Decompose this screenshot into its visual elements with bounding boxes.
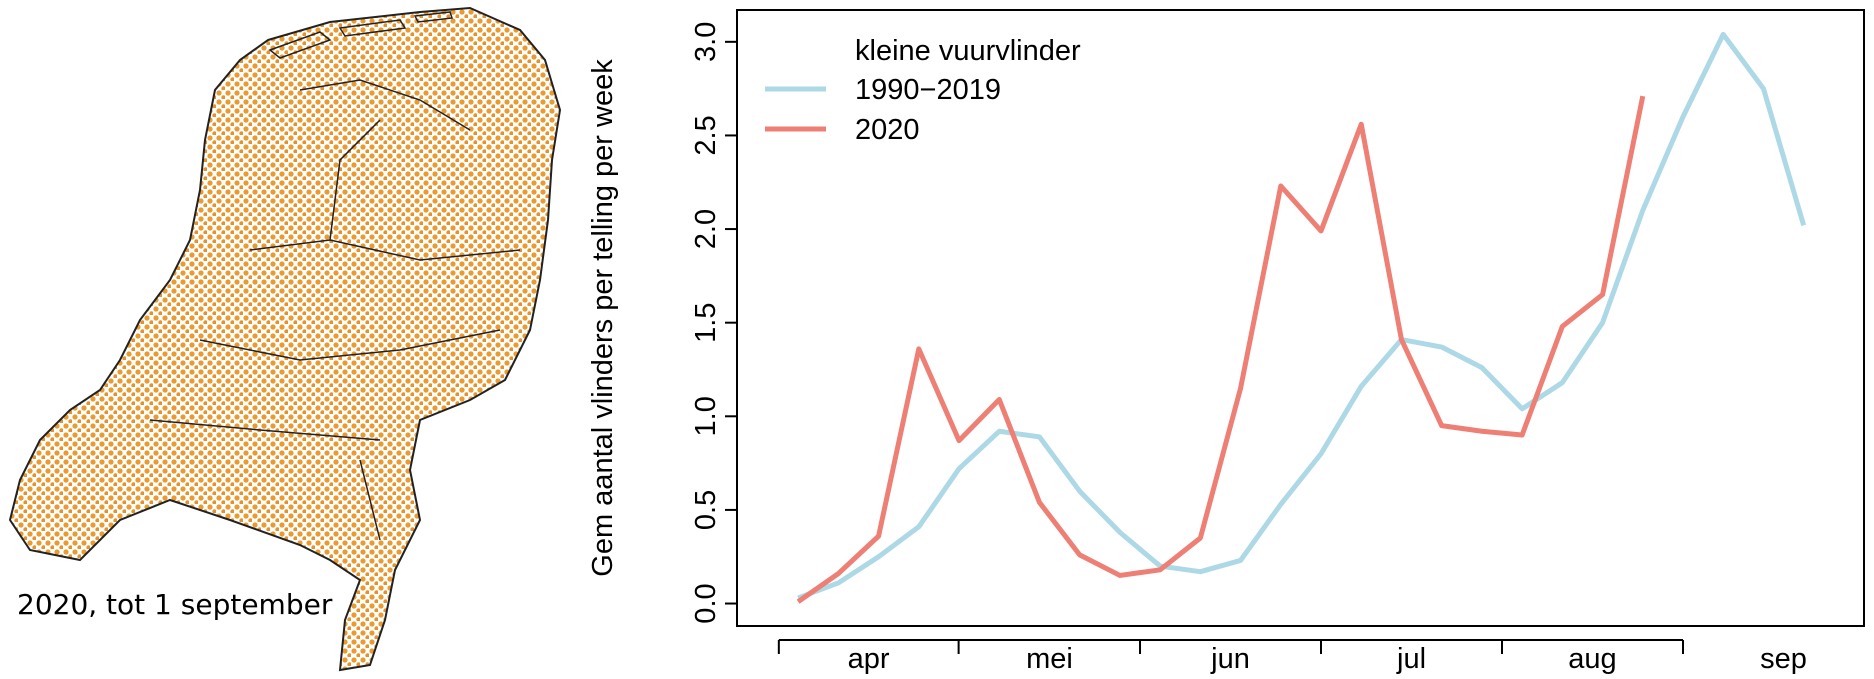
y-tick-label: 3.0 (690, 22, 722, 62)
x-tick-label: mei (1026, 643, 1073, 675)
y-tick-label: 0.0 (690, 583, 722, 623)
y-tick-label: 2.0 (690, 209, 722, 249)
x-tick-label: jun (1210, 643, 1250, 675)
x-tick-label: apr (848, 643, 890, 675)
plot-frame (736, 9, 1865, 627)
x-tick-label: sep (1760, 643, 1807, 675)
map-islands (268, 11, 454, 59)
y-axis-label: Gem aantal vlinders per telling per week (587, 59, 619, 577)
y-tick-label: 1.5 (690, 303, 722, 343)
y-tick-label: 1.0 (690, 396, 722, 436)
legend-label: 2020 (855, 114, 920, 146)
series-line (796, 95, 1646, 604)
map-caption: 2020, tot 1 september (17, 588, 333, 621)
map-outline (8, 6, 562, 672)
chart: 0.0 0.5 1.0 1.5 2.0 2.5 3.0 Gem aantal vlinders… (587, 9, 1865, 675)
series-line (797, 31, 1807, 601)
legend-label: 1990−2019 (855, 74, 1001, 106)
map: 2020, tot 1 september (8, 6, 562, 672)
x-tick-label: jul (1396, 643, 1426, 675)
map-borders (149, 79, 521, 541)
x-tick-label: aug (1568, 643, 1616, 675)
legend-title: kleine vuurvlinder (855, 35, 1081, 67)
y-tick-label: 0.5 (690, 490, 722, 530)
y-tick-label: 2.5 (690, 115, 722, 155)
